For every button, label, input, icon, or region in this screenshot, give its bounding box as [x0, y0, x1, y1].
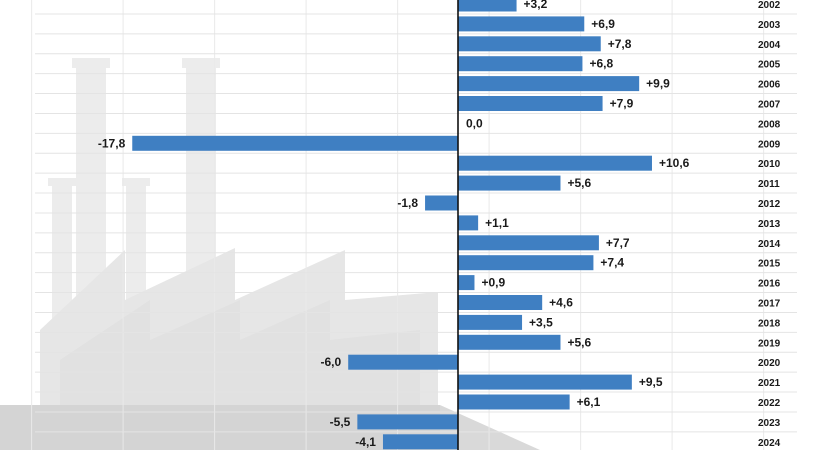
bar: [458, 0, 517, 12]
bar: [382, 434, 458, 450]
bar: [458, 96, 603, 111]
year-tick-label: 2023: [758, 418, 781, 429]
year-tick-label: 2002: [758, 0, 781, 11]
year-tick-label: 2015: [758, 259, 781, 270]
bar-value-label: +4,6: [549, 296, 573, 310]
bar-value-label: +6,9: [591, 17, 615, 31]
bar: [132, 135, 458, 151]
year-tick-label: 2022: [758, 398, 781, 409]
bar-value-label: +0,9: [481, 276, 505, 290]
bar: [458, 255, 594, 271]
bar: [458, 374, 632, 390]
year-tick-label: 2016: [758, 279, 781, 290]
bar: [458, 295, 543, 310]
bar-value-label: +3,2: [524, 0, 548, 11]
bar-value-label: +7,9: [610, 97, 634, 111]
bar: [458, 36, 601, 52]
year-tick-label: 2007: [758, 100, 781, 111]
bar-value-label: +7,4: [600, 256, 624, 270]
bar-value-label: -4,1: [355, 435, 376, 449]
bar: [348, 354, 458, 370]
bar: [458, 175, 561, 191]
bar: [357, 414, 458, 430]
bar-value-label: +7,7: [606, 236, 630, 250]
bar: [458, 16, 585, 32]
bar-value-label: +1,1: [485, 216, 509, 230]
bar: [425, 195, 458, 211]
year-tick-label: 2004: [758, 40, 781, 51]
year-tick-label: 2009: [758, 139, 781, 150]
year-tick-label: 2024: [758, 438, 781, 449]
bar: [458, 76, 640, 92]
bar-value-label: +6,8: [589, 57, 613, 71]
value-labels-group: +3,2 +6,9 +7,8 +6,8 +9,9 +7,9 0,0 -17,8 +10,6 +5,…: [98, 0, 690, 449]
year-tick-label: 2011: [758, 179, 780, 190]
bar: [458, 235, 599, 251]
year-tick-label: 2019: [758, 338, 781, 349]
bar: [458, 394, 570, 410]
factory-background-illustration: [0, 58, 540, 450]
bar-value-label: -1,8: [397, 196, 418, 210]
year-tick-label: 2014: [758, 239, 781, 250]
bars-group: [132, 0, 652, 450]
bar-value-label: -5,5: [330, 415, 351, 429]
bar: [458, 334, 561, 350]
year-tick-label: 2003: [758, 20, 781, 31]
bar-value-label: 0,0: [466, 116, 483, 130]
chimney-cap-shape: [72, 58, 110, 68]
bar: [458, 155, 652, 171]
bar-value-label: +6,1: [577, 395, 601, 409]
bar-value-label: +5,6: [567, 176, 591, 190]
bar-value-label: +3,5: [529, 315, 553, 329]
ground-shape: [0, 405, 440, 450]
year-labels-group: 2002 2003 2004 2005 2006 2007 2008 2009 2010 2011…: [758, 0, 781, 449]
bar-value-label: +9,5: [639, 375, 663, 389]
year-tick-label: 2006: [758, 80, 781, 91]
year-tick-label: 2012: [758, 199, 781, 210]
year-tick-label: 2020: [758, 358, 781, 369]
bar: [458, 275, 475, 291]
chimney-cap-shape: [122, 178, 150, 186]
bar: [458, 314, 523, 330]
bar-value-label: -17,8: [98, 136, 126, 150]
chimney-cap-shape: [48, 178, 76, 186]
year-tick-label: 2010: [758, 159, 781, 170]
year-tick-label: 2021: [758, 378, 781, 389]
year-tick-label: 2008: [758, 119, 781, 130]
year-tick-label: 2013: [758, 219, 781, 230]
ground-slope-shape: [440, 405, 540, 450]
year-tick-label: 2005: [758, 60, 781, 71]
year-tick-label: 2017: [758, 299, 781, 310]
bar: [458, 56, 583, 72]
bar: [458, 215, 479, 231]
bar-value-label: +9,9: [646, 77, 670, 91]
chimney-cap-shape: [182, 58, 220, 68]
bar-value-label: +5,6: [567, 335, 591, 349]
bar-value-label: -6,0: [321, 355, 342, 369]
bar-value-label: +7,8: [608, 37, 632, 51]
year-tick-label: 2018: [758, 318, 781, 329]
bar-value-label: +10,6: [659, 156, 690, 170]
